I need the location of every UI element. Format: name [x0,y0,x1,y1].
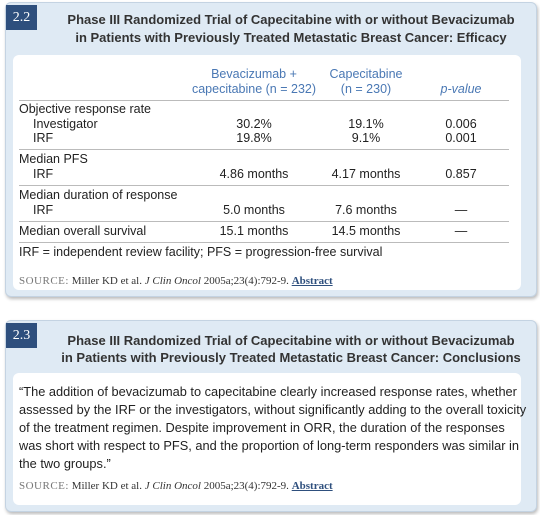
cell: 9.1% [351,131,381,145]
cell: — [454,224,468,238]
slide-card: 2.2 Phase III Randomized Trial of Capeci… [5,2,537,297]
source-label: SOURCE: [19,480,69,492]
content-panel: “The addition of bevacizumab to capecita… [13,373,526,505]
row-label: IRF [33,167,54,181]
cell: 14.5 months [331,224,401,238]
cell: 0.001 [445,131,477,145]
column-header: Bevacizumab + [211,67,297,81]
rule [19,185,509,186]
cell: 4.86 months [219,167,289,181]
row-label: IRF [33,131,54,145]
rule [19,149,509,150]
source-authors: Miller KD et al. [71,275,142,287]
quote-line: of the treatment regimen. Despite improv… [19,420,505,435]
source: SOURCE: Miller KD et al. J Clin Oncol 20… [19,275,333,287]
source-label: SOURCE: [19,275,69,287]
row-heading: Median overall survival [19,224,147,238]
footnote: IRF = independent review facility; PFS =… [19,245,383,259]
source: SOURCE: Miller KD et al. J Clin Oncol 20… [19,480,333,492]
cell: 19.8% [236,131,272,145]
rule [19,242,509,243]
source-journal: J Clin Oncol [144,480,201,492]
slide-number: 2.2 [6,5,37,30]
quote-line: was short with respect to PFS, and the p… [19,438,520,453]
cell: 15.1 months [219,224,289,238]
quote-line: “The addition of bevacizumab to capecita… [19,384,517,399]
quote-line: assessed by the IRF or the investigators… [19,402,527,417]
source-citation: 2005a;23(4):792-9. [203,275,289,287]
row-label: Investigator [33,117,98,131]
cell: 7.6 months [335,203,397,217]
content-panel: Bevacizumab + capecitabine (n = 232) Cap… [13,55,521,290]
row-label: IRF [33,203,54,217]
slide-number: 2.3 [6,323,37,348]
abstract-link[interactable]: Abstract [291,275,333,287]
row-heading: Median PFS [19,152,88,166]
slide-title: Phase III Randomized Trial of Capecitabi… [67,333,515,348]
slide-title: in Patients with Previously Treated Meta… [61,350,521,365]
slide-title: Phase III Randomized Trial of Capecitabi… [67,12,515,27]
cell: 30.2% [236,117,272,131]
row-heading: Objective response rate [19,102,152,116]
source-authors: Miller KD et al. [71,480,142,492]
abstract-link[interactable]: Abstract [291,480,333,492]
cell: — [454,203,468,217]
slide-title: in Patients with Previously Treated Meta… [75,30,507,45]
column-header: capecitabine (n = 232) [191,82,317,96]
column-header: p-value [440,82,482,96]
quote-line: the two groups.” [19,456,111,471]
rule [19,100,509,101]
cell: 19.1% [348,117,384,131]
slide-card: 2.3 Phase III Randomized Trial of Capeci… [5,320,537,512]
source-journal: J Clin Oncol [144,275,201,287]
column-header: Capecitabine [329,67,403,81]
cell: 0.006 [445,117,477,131]
row-heading: Median duration of response [19,188,178,202]
cell: 5.0 months [223,203,285,217]
cell: 0.857 [445,167,477,181]
column-header: (n = 230) [340,82,392,96]
rule [19,221,509,222]
cell: 4.17 months [331,167,401,181]
source-citation: 2005a;23(4):792-9. [203,480,289,492]
